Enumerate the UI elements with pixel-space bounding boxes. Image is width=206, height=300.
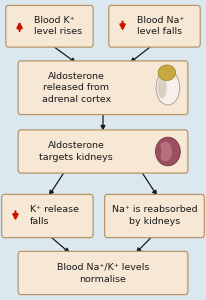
Text: released from: released from xyxy=(43,83,109,92)
Text: K⁺ release: K⁺ release xyxy=(30,206,79,214)
Ellipse shape xyxy=(156,144,162,159)
Ellipse shape xyxy=(158,65,176,80)
FancyBboxPatch shape xyxy=(6,5,93,47)
Text: falls: falls xyxy=(30,218,49,226)
Text: Blood K⁺: Blood K⁺ xyxy=(34,16,75,25)
Ellipse shape xyxy=(156,70,180,105)
FancyBboxPatch shape xyxy=(18,251,188,295)
Text: adrenal cortex: adrenal cortex xyxy=(42,95,111,104)
FancyBboxPatch shape xyxy=(109,5,200,47)
Text: Aldosterone: Aldosterone xyxy=(48,141,105,150)
FancyBboxPatch shape xyxy=(105,194,204,238)
Text: Na⁺ is reabsorbed: Na⁺ is reabsorbed xyxy=(112,206,197,214)
Ellipse shape xyxy=(156,137,180,166)
Text: targets kidneys: targets kidneys xyxy=(39,153,113,162)
Text: by kidneys: by kidneys xyxy=(129,218,180,226)
Ellipse shape xyxy=(158,77,167,98)
Text: level rises: level rises xyxy=(34,28,82,37)
Text: normalise: normalise xyxy=(80,274,126,284)
Text: Blood Na⁺: Blood Na⁺ xyxy=(137,16,184,25)
FancyBboxPatch shape xyxy=(2,194,93,238)
FancyBboxPatch shape xyxy=(18,130,188,173)
Text: Blood Na⁺/K⁺ levels: Blood Na⁺/K⁺ levels xyxy=(57,262,149,272)
Ellipse shape xyxy=(159,142,172,161)
Text: level falls: level falls xyxy=(137,28,182,37)
FancyBboxPatch shape xyxy=(18,61,188,115)
Text: Aldosterone: Aldosterone xyxy=(48,72,105,81)
